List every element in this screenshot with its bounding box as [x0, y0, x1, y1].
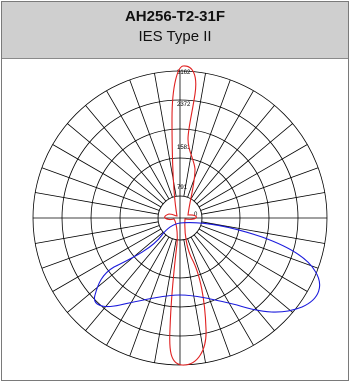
spoke-60 [190, 236, 254, 346]
spoke-300 [190, 90, 254, 200]
spoke-230 [85, 105, 167, 202]
spoke-110 [129, 238, 173, 357]
spoke-350 [201, 192, 325, 215]
spoke-330 [198, 144, 308, 208]
polar-candela-diagram: 3162 2372 1581 791 0 [32, 65, 328, 366]
spoke-220 [67, 123, 164, 205]
polar-spokes [33, 71, 327, 365]
ring-label-0: 0 [194, 212, 198, 218]
spoke-170 [35, 221, 159, 244]
spoke-310 [193, 105, 275, 202]
spoke-190 [35, 192, 159, 215]
spoke-30 [198, 228, 308, 292]
horizontal-plane-curve [93, 222, 321, 313]
ring-label-3162: 3162 [177, 70, 191, 76]
spoke-20 [200, 225, 319, 269]
spoke-200 [41, 167, 160, 211]
photometric-card: AH256-T2-31F IES Type II 3162 2372 1581 … [1, 1, 349, 381]
spoke-250 [129, 79, 173, 198]
spoke-70 [187, 238, 231, 357]
spoke-40 [196, 231, 293, 313]
ies-type-label: IES Type II [138, 28, 212, 45]
spoke-120 [106, 236, 170, 346]
spoke-130 [85, 234, 167, 331]
spoke-160 [41, 225, 160, 269]
ring-labels: 3162 2372 1581 791 0 [177, 70, 198, 218]
spoke-320 [196, 123, 293, 205]
polar-plot-area: 3162 2372 1581 791 0 [2, 59, 348, 381]
ring-label-1581: 1581 [177, 145, 191, 151]
spoke-140 [67, 231, 164, 313]
spoke-280 [183, 73, 206, 197]
spoke-50 [193, 234, 275, 331]
spoke-210 [52, 144, 162, 208]
spoke-150 [52, 228, 162, 292]
spoke-10 [201, 221, 325, 244]
spoke-80 [183, 239, 206, 363]
spoke-340 [200, 167, 319, 211]
ring-label-791: 791 [177, 185, 188, 191]
spoke-260 [154, 73, 177, 197]
ring-label-2372: 2372 [177, 102, 191, 108]
spoke-240 [106, 90, 170, 200]
spoke-100 [154, 239, 177, 363]
card-header: AH256-T2-31F IES Type II [2, 2, 348, 59]
model-title: AH256-T2-31F [124, 8, 226, 25]
vertical-plane-curve [164, 65, 207, 366]
